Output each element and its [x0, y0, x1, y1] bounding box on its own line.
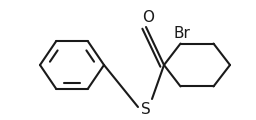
Text: S: S	[141, 102, 151, 117]
Text: Br: Br	[174, 26, 190, 41]
Text: O: O	[142, 9, 154, 24]
